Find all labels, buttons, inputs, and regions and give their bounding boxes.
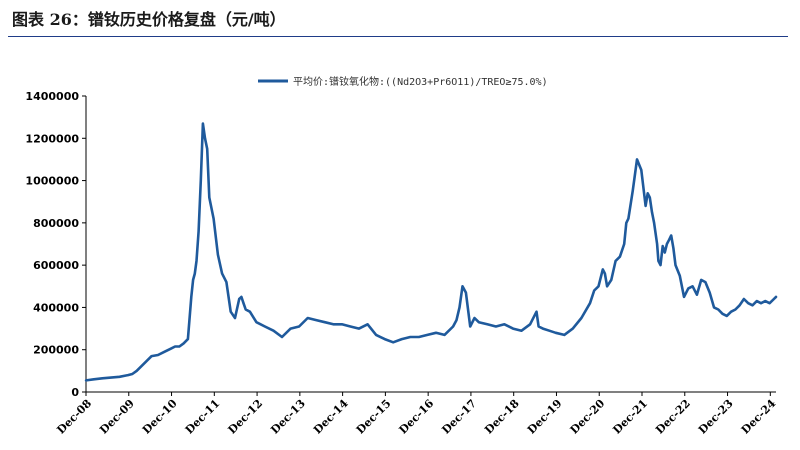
x-tick-label: Dec-17 <box>439 397 479 437</box>
series-lines <box>84 122 778 382</box>
x-tick-label: Dec-09 <box>97 397 137 437</box>
x-tick-label: Dec-22 <box>653 397 693 437</box>
y-tick-label: 600000 <box>33 259 79 272</box>
x-tick-label: Dec-15 <box>354 397 394 437</box>
x-tick-label: Dec-19 <box>525 397 565 437</box>
y-axis-ticks: 0 200000 400000 600000 800000 1000000 1200000 1… <box>25 90 86 399</box>
y-tick-label: 200000 <box>33 344 79 357</box>
x-tick-label: Dec-18 <box>482 397 522 437</box>
x-tick-label: Dec-10 <box>140 397 180 437</box>
y-tick-label: 1400000 <box>25 90 79 103</box>
x-tick-label: Dec-16 <box>397 397 437 437</box>
x-tick-label: Dec-21 <box>610 397 650 437</box>
x-tick-label: Dec-11 <box>183 397 223 437</box>
figure-title: 图表 26：镨钕历史价格复盘（元/吨） <box>12 10 286 29</box>
x-axis-ticks: Dec-08 Dec-09 Dec-10 Dec-11 Dec-12 Dec-13 Dec-… <box>54 392 779 437</box>
y-tick-label: 0 <box>71 386 79 399</box>
x-tick-label: Dec-20 <box>568 397 608 437</box>
x-tick-label: Dec-23 <box>696 397 736 437</box>
legend-label: 平均价:镨钕氧化物:((Nd2O3+Pr6O11)/TREO≥75.0%) <box>293 75 548 88</box>
y-tick-label: 1200000 <box>25 132 79 145</box>
x-tick-label: Dec-08 <box>54 397 94 437</box>
x-tick-label: Dec-14 <box>311 397 351 437</box>
chart-legend: 平均价:镨钕氧化物:((Nd2O3+Pr6O11)/TREO≥75.0%) <box>258 75 548 88</box>
x-tick-label: Dec-24 <box>739 397 779 437</box>
x-tick-label: Dec-12 <box>226 397 266 437</box>
chart-axes <box>85 96 776 393</box>
y-tick-label: 400000 <box>33 301 79 314</box>
x-tick-label: Dec-13 <box>268 397 308 437</box>
y-tick-label: 1000000 <box>25 175 79 188</box>
series-line-0 <box>84 122 778 382</box>
y-tick-label: 800000 <box>33 217 79 230</box>
title-divider <box>8 36 788 37</box>
